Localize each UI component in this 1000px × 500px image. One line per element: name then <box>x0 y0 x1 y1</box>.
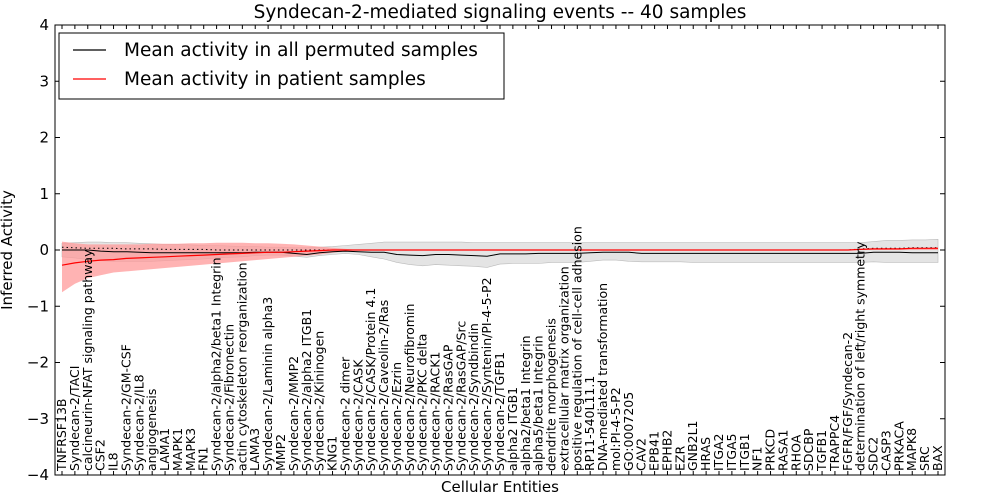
x-category-label: KNG1 <box>325 436 340 471</box>
x-category-label: FGFR/FGF/Syndecan-2 <box>840 332 855 471</box>
x-category-label: Syndecan-2/TACI <box>67 366 82 471</box>
x-category-label: CAV2 <box>634 438 649 471</box>
x-category-label: IL8 <box>106 452 121 471</box>
y-tick-label: −3 <box>27 410 49 428</box>
y-tick-label: 1 <box>39 185 49 203</box>
y-axis-title: Inferred Activity <box>0 190 16 310</box>
legend-label-permuted: Mean activity in all permuted samples <box>124 40 478 61</box>
x-category-label: LAMA1 <box>157 428 172 471</box>
x-category-label: calcineurin-NFAT signaling pathway <box>80 249 95 471</box>
x-category-label: EZR <box>672 446 687 471</box>
y-tick-label: 3 <box>39 72 49 90</box>
legend-label-patient: Mean activity in patient samples <box>124 69 426 90</box>
x-category-label: MAPK8 <box>904 428 919 471</box>
x-category-label: Syndecan-2/RasGAP <box>441 344 456 471</box>
x-category-label: Syndecan-2/MMP2 <box>286 356 301 471</box>
x-category-label: MMP2 <box>273 434 288 471</box>
x-category-label: Syndecan-2/PKC delta <box>415 334 430 471</box>
x-category-label: PRKCD <box>763 429 778 471</box>
x-category-label: CASP3 <box>879 430 894 471</box>
x-category-label: Syndecan-2/Laminin alpha3 <box>260 297 275 471</box>
series-line-patient <box>61 247 938 266</box>
x-category-label: actin cytoskeleton reorganization <box>234 262 249 471</box>
x-category-label: DNA-mediated transformation <box>595 283 610 471</box>
x-category-label: MAPK1 <box>170 428 185 471</box>
x-category-label: MAPK3 <box>183 428 198 471</box>
x-category-label: NF1 <box>750 447 765 472</box>
x-category-label: Syndecan-2/Syndbindin <box>466 323 481 471</box>
x-category-label: Syndecan-2/GM-CSF <box>118 344 133 471</box>
x-category-label: mol:PI-4-5-P2 <box>608 387 623 471</box>
x-category-label: Syndecan-2/Ezrin <box>389 362 404 471</box>
y-tick-label: −4 <box>27 466 49 484</box>
axes: −4 −3 −2 −1 0 1 2 3 4 TNFRSF13BSyndecan-2/TACIcal… <box>27 16 945 484</box>
x-category-label: TRAPPC4 <box>827 415 842 472</box>
x-category-label: SDC2 <box>866 437 881 471</box>
x-category-label: Syndecan-2 dimer <box>337 356 352 471</box>
y-tick-label: 4 <box>39 16 49 34</box>
band-patient <box>62 241 938 293</box>
x-category-label: TNFRSF13B <box>54 399 69 472</box>
x-category-label: Syndecan-2/RasGAP/Src <box>453 321 468 471</box>
series-line-permuted <box>62 249 938 257</box>
y-tick-label: 2 <box>39 129 49 147</box>
x-category-label: LAMA3 <box>247 428 262 471</box>
x-category-label: Syndecan-2/TGFB1 <box>492 352 507 471</box>
y-tick-label: −1 <box>27 297 49 315</box>
legend-box <box>58 32 505 100</box>
x-category-label: ITGB1 <box>737 433 752 471</box>
x-category-label: HRAS <box>698 437 713 471</box>
x-category-label: SRC <box>917 446 932 471</box>
x-category-label: positive regulation of cell-cell adhesio… <box>569 226 584 471</box>
x-category-label: Syndecan-2/alpha2/beta1 Integrin <box>209 257 224 471</box>
x-category-label: BAX <box>930 445 945 471</box>
x-category-label: RHOA <box>788 434 803 471</box>
x-category-label: Syndecan-2/Kininogen <box>312 331 327 471</box>
chart-title: Syndecan-2-mediated signaling events -- … <box>254 2 747 23</box>
band-permuted <box>61 238 939 268</box>
x-category-label: Syndecan-2/IL8 <box>131 374 146 471</box>
x-category-label: ITGA2 <box>711 433 726 471</box>
x-category-label: Syndecan-2/RACK1 <box>428 352 443 471</box>
x-category-label: alpha2/beta1 Integrin <box>518 335 533 471</box>
x-category-label: Syndecan-2/Caveolin-2/Ras <box>376 300 391 471</box>
x-category-label: RASA1 <box>775 430 790 471</box>
x-category-label: ITGA5 <box>724 433 739 471</box>
x-category-label: angiogenesis <box>144 389 159 471</box>
x-category-label: EPB41 <box>647 431 662 471</box>
x-category-label: RP11-540L11.1 <box>582 376 597 471</box>
x-category-label: alpha5/beta1 Integrin <box>531 335 546 471</box>
y-tick-label: −2 <box>27 354 49 372</box>
x-axis-title: Cellular Entities <box>441 478 559 496</box>
y-tick-label: 0 <box>39 241 49 259</box>
x-category-label: GO:0007205 <box>621 392 636 471</box>
x-category-label: Syndecan-2/Syntenin/PI-4-5-P2 <box>479 277 494 471</box>
x-category-label: alpha2 ITGB1 <box>505 387 520 471</box>
x-category-label: EPHB2 <box>660 430 675 471</box>
x-category-label: determination of left/right symmetry <box>853 241 868 471</box>
x-category-label: Syndecan-2/CASK/Protein 4.1 <box>363 288 378 471</box>
x-category-label: Syndecan-2/Fibronectin <box>222 324 237 471</box>
x-category-label: GNB2L1 <box>685 421 700 471</box>
x-category-label: Syndecan-2/CASK <box>350 359 365 471</box>
x-category-label: dendrite morphogenesis <box>544 318 559 471</box>
x-category-label: CSF2 <box>93 439 108 471</box>
x-category-label: PRKACA <box>891 421 906 471</box>
x-category-label: extracellular matrix organization <box>556 266 571 471</box>
legend: Mean activity in all permuted samples Me… <box>58 32 505 100</box>
x-category-label: FN1 <box>196 447 211 472</box>
x-category-label: Syndecan-2/Neurofibromin <box>402 304 417 471</box>
x-category-label: TGFB1 <box>814 430 829 472</box>
plot-area <box>61 238 939 293</box>
x-category-label: Syndecan-2/alpha2 ITGB1 <box>299 309 314 471</box>
x-category-label: SDCBP <box>801 428 816 471</box>
